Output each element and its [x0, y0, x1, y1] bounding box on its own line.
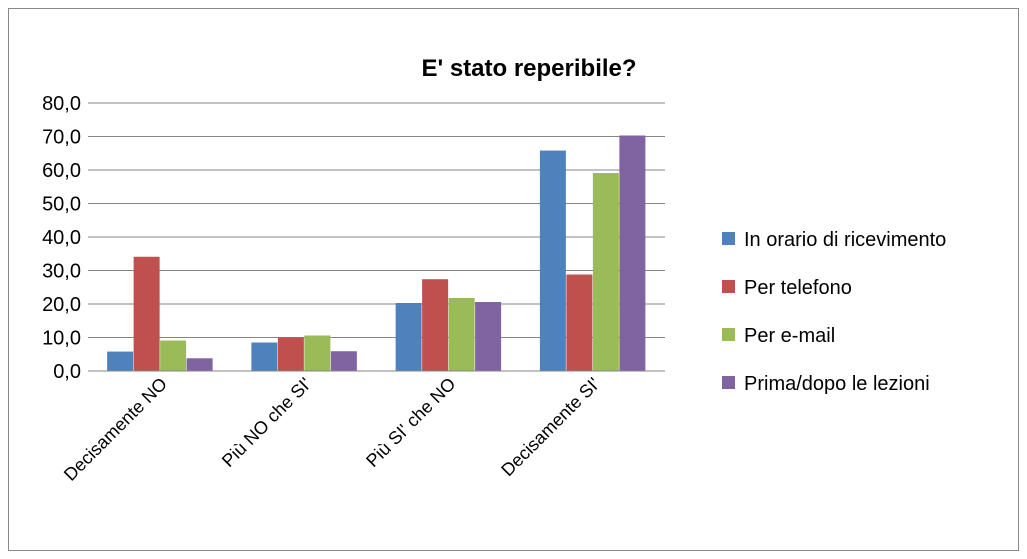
- x-category-label: Decisamente SI': [497, 374, 603, 480]
- bar: [395, 302, 422, 371]
- y-tick-label: 70,0: [42, 127, 81, 149]
- bar: [539, 150, 566, 371]
- x-category-label: Decisamente NO: [60, 374, 171, 485]
- bar: [619, 135, 646, 371]
- legend-label: Per telefono: [744, 277, 852, 299]
- bar: [133, 256, 160, 371]
- bar: [186, 358, 213, 371]
- y-tick-label: 40,0: [42, 227, 81, 249]
- legend-label: Prima/dopo le lezioni: [744, 373, 930, 395]
- legend-swatch: [722, 376, 735, 389]
- x-axis-categories: Decisamente NO Più NO che SI' Più SI' che …: [60, 374, 604, 485]
- bar: [330, 351, 357, 371]
- y-tick-label: 30,0: [42, 261, 81, 283]
- y-tick-label: 60,0: [42, 160, 81, 182]
- bar-chart: E' stato reperibile? 0,0 10,0 20,0 30,0 40,0…: [42, 55, 946, 485]
- y-tick-label: 10,0: [42, 328, 81, 350]
- y-tick-label: 50,0: [42, 194, 81, 216]
- x-category-label: Più NO che SI': [218, 374, 315, 471]
- y-tick-label: 80,0: [42, 93, 81, 115]
- legend: In orario di ricevimento Per telefono Per …: [722, 229, 946, 395]
- bar: [566, 274, 593, 371]
- bar: [592, 173, 619, 371]
- legend-swatch: [722, 328, 735, 341]
- legend-swatch: [722, 280, 735, 293]
- bar: [107, 351, 134, 371]
- bar: [160, 340, 187, 371]
- bar: [251, 342, 278, 371]
- y-tick-label: 0,0: [53, 361, 81, 383]
- bar: [448, 297, 475, 371]
- legend-label: In orario di ricevimento: [744, 229, 946, 251]
- gridlines: [88, 102, 665, 338]
- bar: [475, 301, 502, 371]
- legend-label: Per e-mail: [744, 325, 835, 347]
- legend-swatch: [722, 232, 735, 245]
- y-axis-ticks: 0,0 10,0 20,0 30,0 40,0 50,0 60,0 70,0 80,0: [42, 93, 81, 383]
- chart-title: E' stato reperibile?: [421, 55, 636, 82]
- bar: [422, 279, 449, 371]
- y-tick-label: 20,0: [42, 294, 81, 316]
- bars: [107, 135, 646, 371]
- x-category-label: Più SI' che NO: [362, 374, 459, 471]
- bar: [277, 337, 304, 371]
- bar: [304, 335, 331, 371]
- chart-frame: E' stato reperibile? 0,0 10,0 20,0 30,0 40,0…: [8, 8, 1019, 551]
